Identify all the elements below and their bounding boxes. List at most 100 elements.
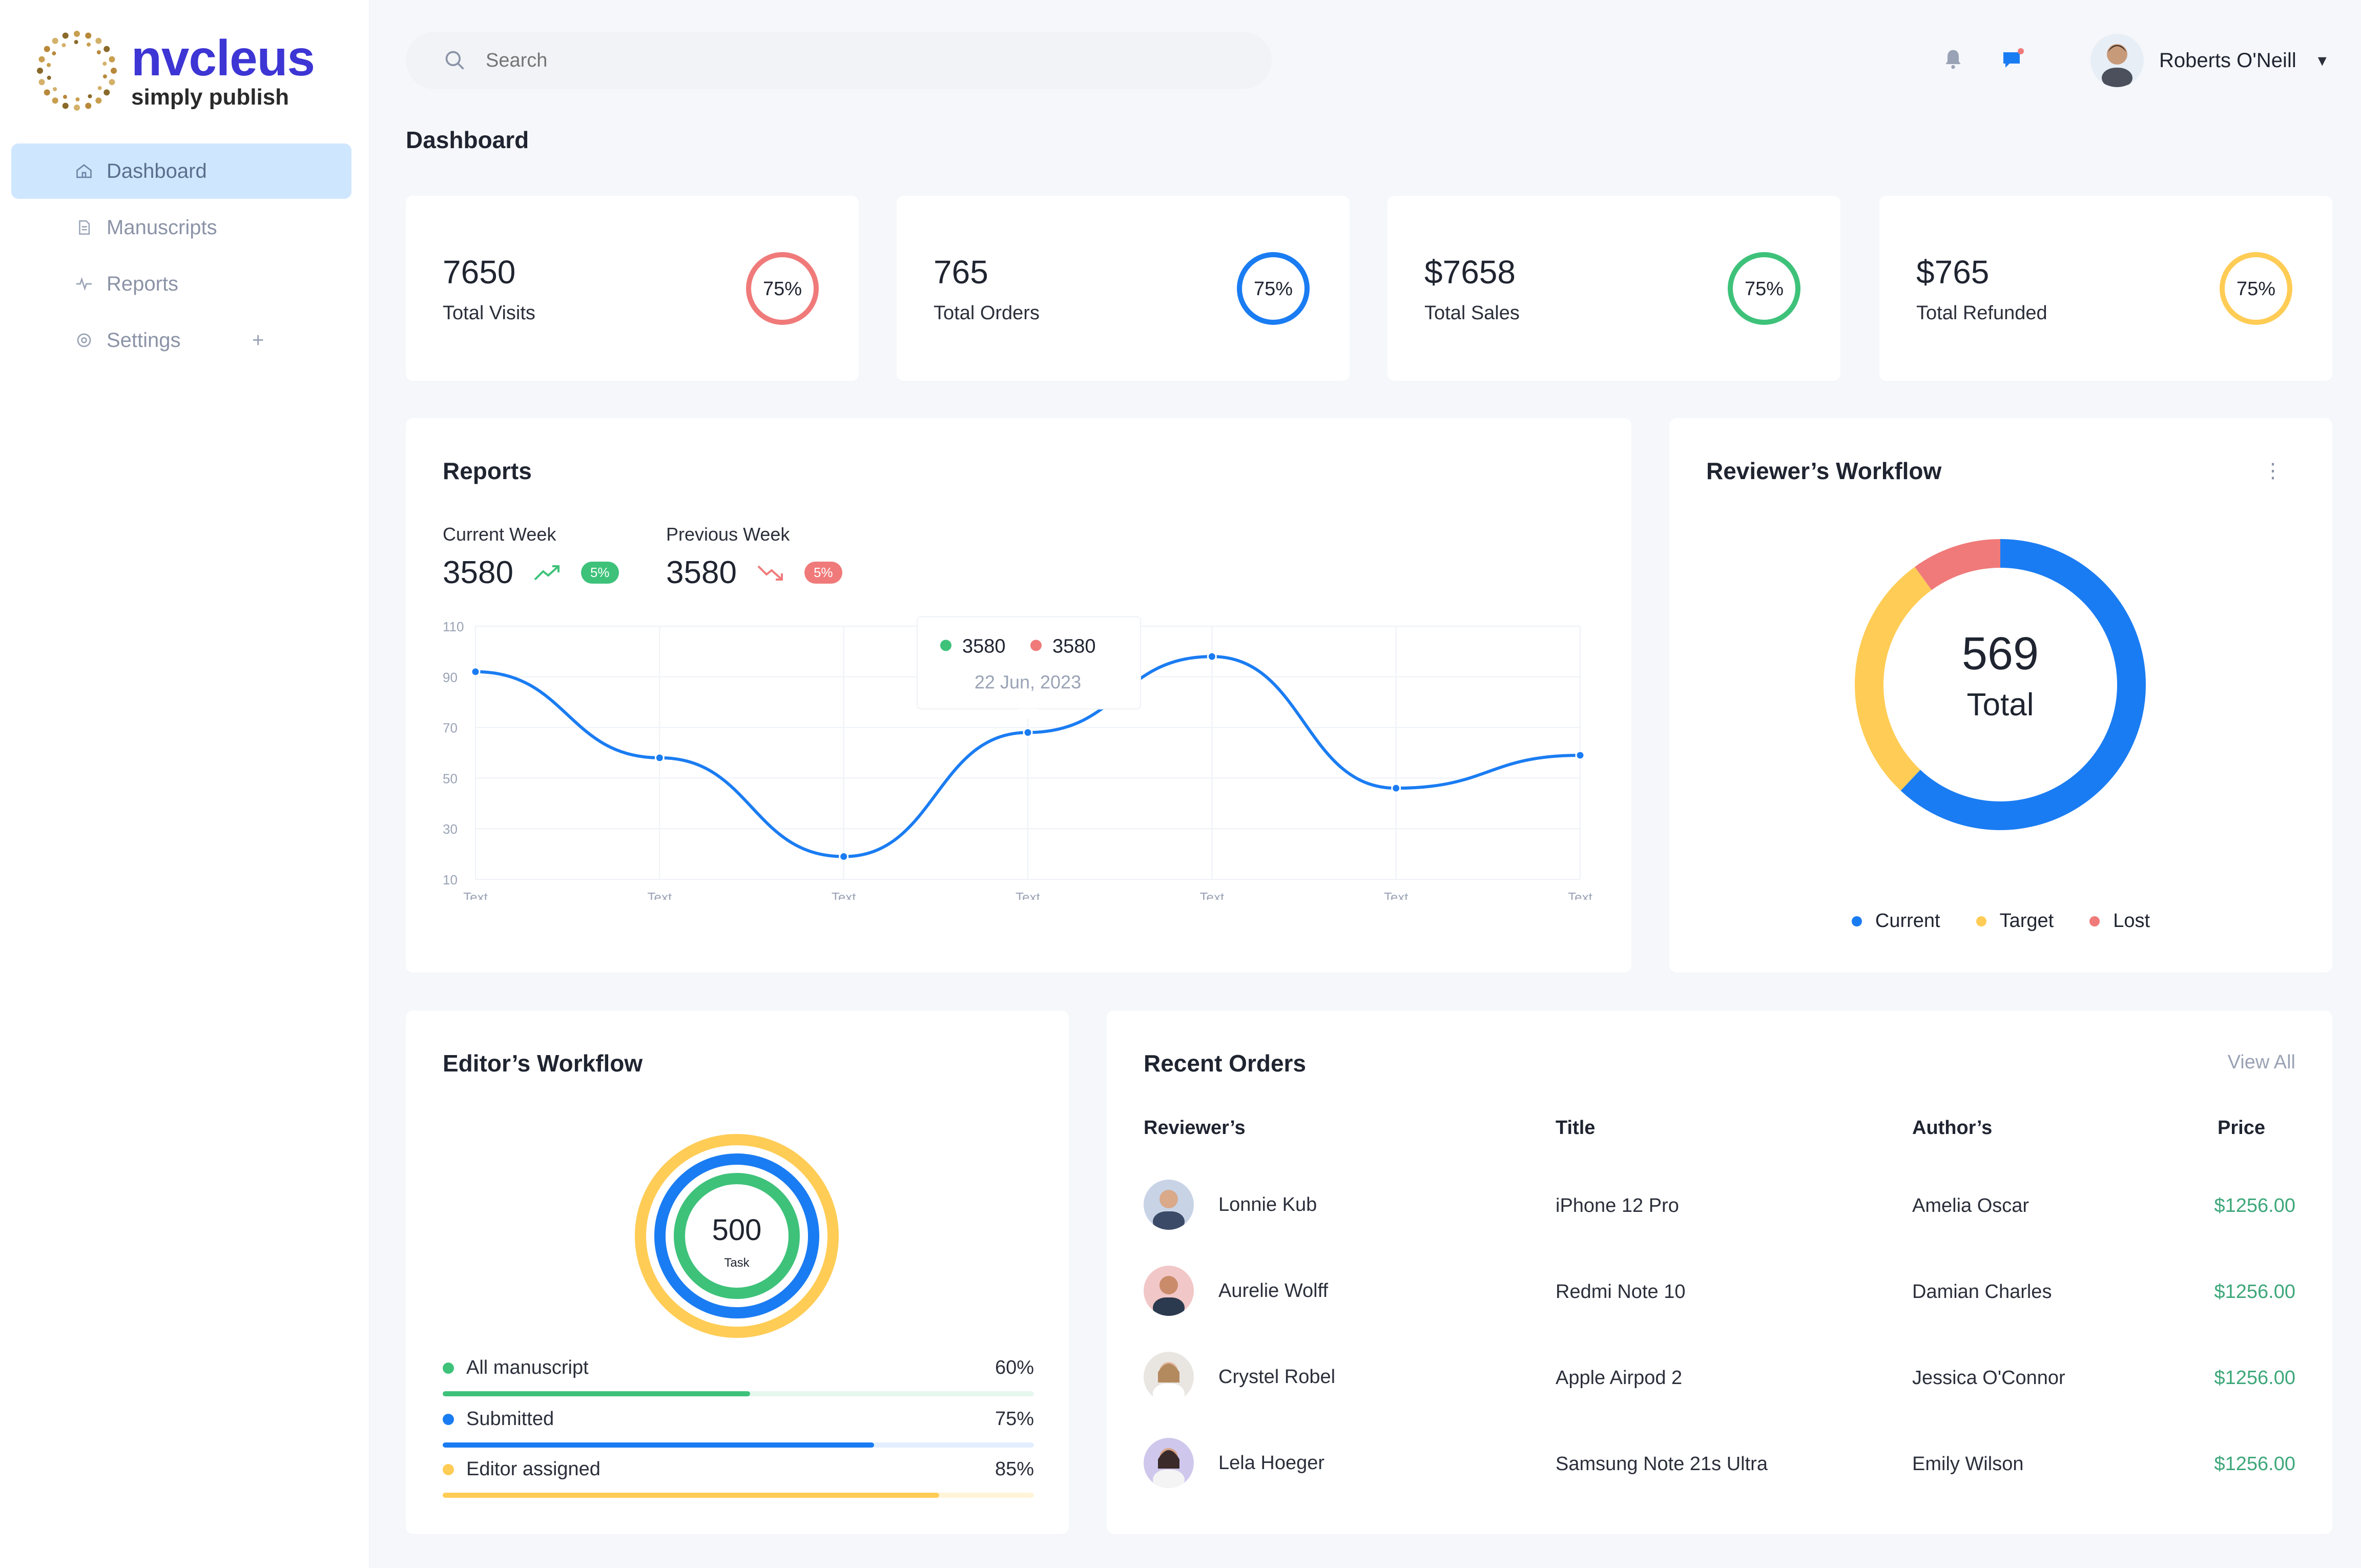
column-header-author[interactable]: Author’s (1912, 1117, 1993, 1139)
x-tick-label: Text (647, 890, 672, 900)
table-row[interactable]: Crystel Robel Apple Airpod 2 Jessica O'C… (1107, 1352, 2332, 1413)
avatar (1144, 1180, 1194, 1230)
sidebar: nvcleus simply publish Dashboard (0, 0, 369, 1568)
data-point[interactable] (1207, 651, 1217, 662)
sidebar-item-label: Manuscripts (107, 216, 217, 239)
logo-dot (52, 97, 58, 104)
progress-label: Editor assigned (466, 1458, 600, 1480)
data-point[interactable] (1023, 727, 1033, 737)
user-profile[interactable]: Roberts O'Neill ▾ (2090, 34, 2327, 87)
logo-dot (95, 37, 102, 44)
brand-logo-icon (37, 31, 117, 111)
legend-item-lost[interactable]: Lost (2089, 910, 2150, 932)
search-input[interactable] (485, 49, 1102, 72)
sidebar-item-manuscripts[interactable]: Manuscripts (11, 200, 351, 255)
stat-progress-ring: 75% (1728, 252, 1800, 325)
table-row[interactable]: Lonnie Kub iPhone 12 Pro Amelia Oscar $1… (1107, 1180, 2332, 1241)
legend-dot (1976, 916, 1986, 926)
column-header-reviewer[interactable]: Reviewer’s (1144, 1117, 1246, 1139)
stat-progress-ring: 75% (1237, 252, 1310, 325)
reviewer-workflow-card: Reviewer’s Workflow ⋮ 569 Total Current … (1669, 418, 2332, 973)
y-tick-label: 50 (443, 771, 458, 786)
stat-label: Total Orders (934, 302, 1040, 324)
x-tick-label: Text (832, 890, 856, 900)
legend-dot (2089, 916, 2100, 926)
order-title: Redmi Note 10 (1556, 1281, 1686, 1303)
current-week: Current Week 3580 5% (443, 524, 619, 591)
donut-total-label: Total (1967, 687, 2034, 723)
legend-label: Target (1999, 910, 2054, 932)
tooltip-current: 3580 (962, 635, 1006, 657)
stat-card-orders: 765 Total Orders 75% (897, 196, 1350, 381)
legend-dot (1851, 916, 1862, 926)
data-point[interactable] (1391, 783, 1401, 793)
brand-tagline: simply publish (131, 85, 289, 110)
donut-segment[interactable] (1900, 539, 2146, 830)
tooltip-date: 22 Jun, 2023 (975, 671, 1081, 692)
table-row[interactable]: Lela Hoeger Samsung Note 21s Ultra Emily… (1107, 1438, 2332, 1499)
page-title: Dashboard (406, 127, 529, 153)
order-author: Amelia Oscar (1912, 1195, 2029, 1216)
user-name: Roberts O'Neill (2159, 49, 2296, 72)
logo-dot (109, 56, 115, 63)
chevron-down-icon[interactable]: ▾ (2317, 51, 2327, 70)
progress-dot (443, 1463, 454, 1475)
column-header-title[interactable]: Title (1556, 1117, 1596, 1139)
donut-segment[interactable] (1915, 539, 2001, 590)
order-price: $1256.00 (2214, 1453, 2296, 1475)
previous-week-label: Previous Week (666, 524, 790, 545)
sidebar-item-settings[interactable]: Settings + (11, 313, 351, 368)
logo-dot (74, 40, 78, 45)
x-tick-label: Text (463, 890, 488, 900)
stat-percent: 75% (763, 278, 802, 300)
x-tick-label: Text (1199, 890, 1224, 900)
brand-name: nvcleus (131, 30, 315, 86)
more-vertical-icon[interactable]: ⋮ (2263, 460, 2283, 482)
progress-fill (443, 1442, 875, 1448)
order-author: Jessica O'Connor (1912, 1367, 2065, 1389)
search-bar[interactable] (406, 32, 1272, 89)
sidebar-item-dashboard[interactable]: Dashboard (11, 143, 351, 199)
data-point[interactable] (470, 667, 481, 677)
column-header-price[interactable]: Price (2218, 1117, 2265, 1139)
sidebar-nav: Dashboard Manuscripts Reports (11, 143, 351, 369)
sidebar-item-reports[interactable]: Reports (11, 256, 351, 312)
view-all-link[interactable]: View All (2227, 1051, 2295, 1073)
legend-item-target[interactable]: Target (1976, 910, 2054, 932)
order-price: $1256.00 (2214, 1367, 2296, 1389)
logo-dot (102, 61, 107, 66)
data-point[interactable] (839, 852, 849, 862)
bell-icon[interactable] (1942, 47, 1964, 72)
logo-dot (109, 79, 115, 86)
table-row[interactable]: Aurelie Wolff Redmi Note 10 Damian Charl… (1107, 1266, 2332, 1327)
brand[interactable]: nvcleus simply publish (36, 30, 315, 112)
legend-label: Current (1875, 910, 1940, 932)
chat-notification-icon[interactable] (2000, 47, 2025, 72)
donut-segment[interactable] (1855, 567, 1932, 791)
current-week-label: Current Week (443, 524, 556, 545)
sidebar-item-label: Reports (107, 272, 179, 295)
document-icon (74, 217, 94, 238)
progress-all-manuscript: All manuscript 60% (443, 1357, 1034, 1396)
data-point[interactable] (654, 753, 665, 763)
progress-dot (443, 1362, 454, 1374)
home-icon (74, 161, 94, 181)
expand-icon[interactable]: + (252, 328, 264, 352)
reviewer-name: Lela Hoeger (1218, 1452, 1325, 1474)
logo-dot (53, 87, 57, 91)
ring-middle (654, 1153, 819, 1318)
data-point[interactable] (1575, 750, 1585, 760)
stat-label: Total Visits (443, 302, 535, 324)
logo-dot (61, 43, 66, 48)
logo-dot (63, 95, 67, 99)
previous-week: Previous Week 3580 5% (666, 524, 842, 591)
y-tick-label: 70 (443, 720, 458, 736)
logo-dot (38, 56, 45, 63)
order-title: Apple Airpod 2 (1556, 1367, 1683, 1389)
legend-item-current[interactable]: Current (1851, 910, 1940, 932)
reports-title: Reports (443, 458, 532, 484)
logo-dot (38, 79, 45, 86)
previous-week-value: 3580 (666, 555, 737, 590)
logo-dot (47, 75, 51, 80)
x-tick-label: Text (1568, 890, 1592, 900)
